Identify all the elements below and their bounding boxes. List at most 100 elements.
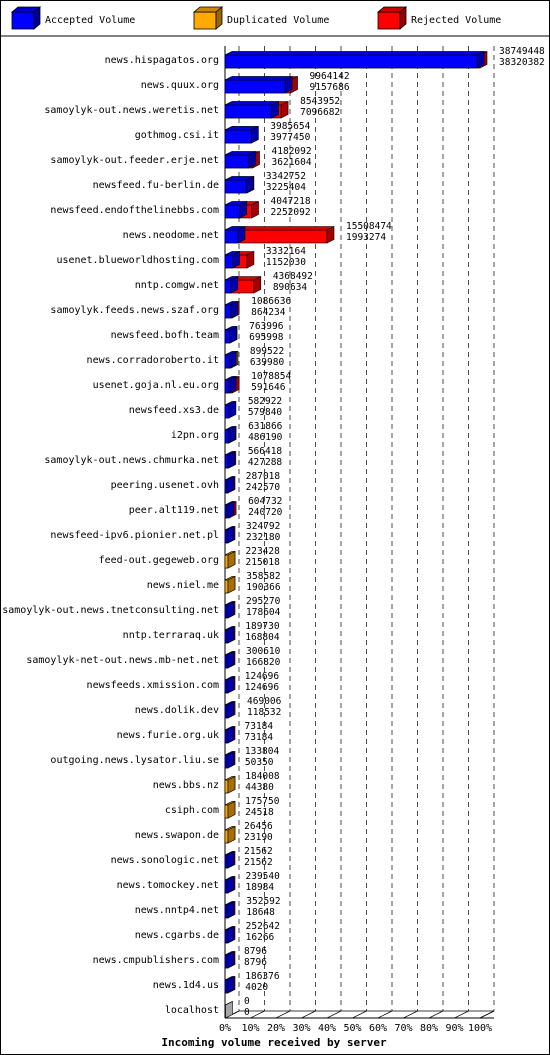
bar-group	[224, 651, 236, 669]
row-label: newsfeeds.xmission.com	[87, 680, 219, 691]
row-label: news.1d4.us	[153, 980, 219, 991]
bar-accepted-side	[226, 601, 235, 619]
bar-duplicated-side	[227, 801, 236, 819]
bar-accepted-side	[271, 101, 279, 119]
bar-group	[224, 76, 298, 94]
row-label: samoylyk-out.news.weretis.net	[44, 105, 219, 116]
value-accepted: 427288	[248, 457, 283, 468]
bar-duplicated	[224, 776, 236, 794]
value-accepted: 118532	[247, 707, 281, 718]
value-accepted: 24518	[245, 807, 274, 818]
bar-duplicated-front	[224, 829, 229, 844]
bar-group	[224, 676, 236, 694]
bar-accepted-front	[224, 104, 272, 119]
bar-accepted-side	[226, 501, 235, 519]
bar-group	[224, 976, 236, 994]
value-total: 4182092	[272, 146, 312, 157]
row-label: samoylyk-net-out.news.mb-net.net	[26, 655, 219, 666]
bar-group	[224, 526, 236, 544]
value-total: 4047218	[271, 196, 311, 207]
legend-item-1: Duplicated Volume	[192, 6, 329, 30]
bar-rejected-side	[326, 226, 335, 244]
bar-accepted-front	[224, 329, 230, 344]
bar-accepted	[224, 76, 293, 94]
x-tick-label: 50%	[343, 1023, 361, 1034]
bars	[224, 51, 488, 1019]
value-accepted: 3225404	[266, 182, 306, 193]
value-accepted: 639980	[250, 357, 285, 368]
value-accepted: 232180	[246, 532, 281, 543]
bar-duplicated-front	[224, 779, 229, 794]
bar-accepted-side	[245, 176, 254, 194]
row-label: newsfeed.endofthelinebbs.com	[50, 205, 219, 216]
value-total: 15508474	[346, 221, 392, 232]
bar-accepted-side	[226, 751, 235, 769]
bar-group	[224, 576, 236, 594]
bar-group	[224, 726, 236, 744]
row-label: news.nntp4.net	[135, 905, 219, 916]
bar-group	[224, 176, 255, 194]
value-accepted: 579840	[248, 407, 283, 418]
bar-duplicated-front	[224, 579, 229, 594]
bar-accepted-front	[224, 354, 230, 369]
bar-group	[224, 876, 236, 894]
value-accepted: 890634	[273, 282, 308, 293]
row-label: news.furie.org.uk	[117, 730, 219, 741]
row-label: feed-out.gegeweb.org	[99, 555, 219, 566]
value-total: 239540	[246, 871, 281, 882]
row-label: news.hispagatos.org	[105, 55, 219, 66]
value-total: 566418	[248, 446, 283, 457]
value-total: 469006	[247, 696, 282, 707]
row-label: news.swapon.de	[135, 830, 219, 841]
bar-accepted-front	[224, 204, 241, 219]
bar-accepted	[224, 876, 235, 894]
bar-accepted-side	[228, 401, 237, 419]
value-accepted: 44380	[245, 782, 274, 793]
bar-accepted	[224, 326, 237, 344]
value-total: 763996	[249, 321, 284, 332]
row-label: newsfeed-ipv6.pionier.net.pl	[50, 530, 219, 541]
bar-accepted	[224, 226, 246, 244]
row-label: usenet.blueworldhosting.com	[56, 255, 219, 266]
value-total: 287018	[246, 471, 281, 482]
bar-accepted-side	[229, 326, 237, 344]
bar-accepted-side	[230, 276, 239, 294]
bar-empty-side	[225, 1001, 233, 1019]
value-total: 73184	[245, 721, 274, 732]
bar-accepted-side	[226, 676, 235, 694]
value-total: 324792	[246, 521, 280, 532]
bar-group	[224, 101, 289, 119]
bar-duplicated	[224, 576, 236, 594]
bar-accepted-side	[227, 451, 236, 469]
bar-duplicated-side	[227, 551, 236, 569]
bar-group	[224, 126, 259, 144]
value-total: 295270	[246, 596, 281, 607]
bar-accepted-side	[226, 876, 235, 894]
row-label: news.sonologic.net	[111, 855, 219, 866]
value-accepted: 242570	[246, 482, 281, 493]
bar-group	[224, 951, 236, 969]
bar-accepted	[224, 501, 235, 519]
bar-group	[224, 301, 240, 319]
gridline-floor-90	[454, 1010, 469, 1019]
value-accepted: 18984	[246, 882, 275, 893]
bar-group	[224, 751, 236, 769]
bar-rejected-side	[280, 101, 289, 119]
value-total: 3985654	[270, 121, 310, 132]
bar-accepted	[224, 276, 239, 294]
row-label: nntp.comgw.net	[135, 280, 219, 291]
bar-rejected-side	[251, 201, 259, 219]
bar-group	[224, 226, 335, 244]
bar-accepted-side	[284, 76, 293, 94]
bar-group	[224, 551, 236, 569]
row-label: news.bbs.nz	[153, 780, 219, 791]
bar-accepted	[224, 401, 237, 419]
bar-duplicated	[224, 826, 236, 844]
row-label: newsfeed.fu-berlin.de	[93, 180, 219, 191]
bar-accepted-front	[224, 254, 233, 269]
bar-empty	[224, 1001, 233, 1019]
row-label: samoylyk-out.feeder.erje.net	[50, 155, 219, 166]
row-label: news.cmpublishers.com	[93, 955, 219, 966]
bar-accepted-side	[226, 651, 235, 669]
